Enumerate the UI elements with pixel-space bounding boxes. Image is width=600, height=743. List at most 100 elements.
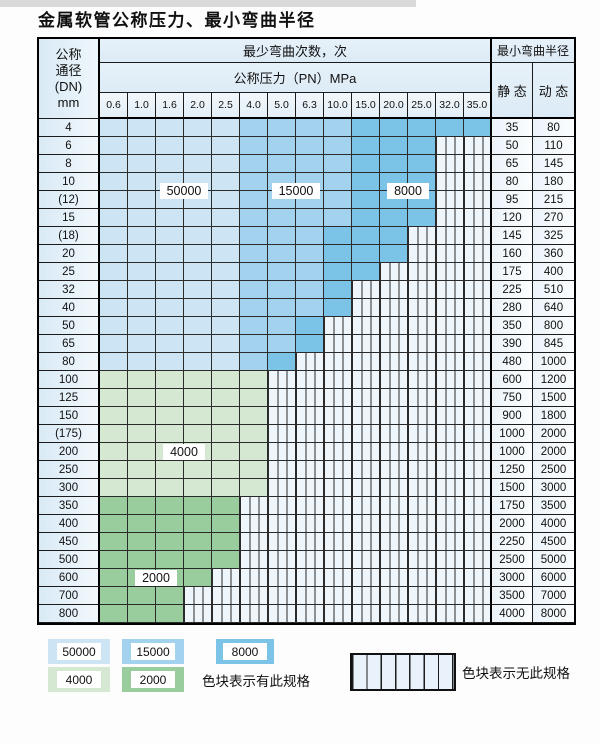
- dynamic-value: 7000: [533, 587, 574, 605]
- static-value: 225: [492, 281, 533, 299]
- grid-cell-spec: [128, 245, 156, 263]
- grid-cell-no-spec: [464, 605, 492, 623]
- grid-cell-spec: [156, 605, 184, 623]
- grid-cell-no-spec: [296, 533, 324, 551]
- grid-cell-no-spec: [240, 605, 268, 623]
- grid-cell-no-spec: [240, 533, 268, 551]
- grid-cell-no-spec: [464, 191, 492, 209]
- grid-cell-spec: [100, 461, 128, 479]
- grid-cell-spec: [268, 353, 296, 371]
- grid-cell-no-spec: [240, 497, 268, 515]
- grid-cell-spec: [156, 299, 184, 317]
- grid-cell-spec: [156, 119, 184, 137]
- grid-cell-no-spec: [380, 281, 408, 299]
- grid-cell-no-spec: [464, 533, 492, 551]
- legend-row-blue: 50000 15000 8000: [48, 639, 286, 664]
- grid-cell-spec: [156, 371, 184, 389]
- row-dn-label: 20: [39, 245, 100, 263]
- grid-cell-spec: [128, 173, 156, 191]
- pressure-tick: 20.0: [380, 93, 408, 119]
- grid-cell-spec: [352, 209, 380, 227]
- grid-cell-spec: [380, 227, 408, 245]
- grid-cell-no-spec: [352, 353, 380, 371]
- grid-cell-no-spec: [324, 389, 352, 407]
- grid-cell-spec: [128, 443, 156, 461]
- static-value: 2500: [492, 551, 533, 569]
- static-value: 350: [492, 317, 533, 335]
- grid-cell-no-spec: [352, 299, 380, 317]
- grid-cell-spec: [156, 587, 184, 605]
- grid-cell-spec: [128, 155, 156, 173]
- grid-cell-spec: [240, 353, 268, 371]
- grid-cell-spec: [184, 299, 212, 317]
- grid-cell-no-spec: [268, 443, 296, 461]
- grid-cell-spec: [408, 209, 436, 227]
- grid-cell-spec: [352, 227, 380, 245]
- row-dn-label: 80: [39, 353, 100, 371]
- grid-cell-no-spec: [268, 371, 296, 389]
- table-row: 125 750 1500: [39, 389, 574, 407]
- dn-header-line: 公称: [55, 46, 82, 62]
- grid-cell-spec: [240, 209, 268, 227]
- static-value: 3000: [492, 569, 533, 587]
- grid-cell-spec: [100, 479, 128, 497]
- grid-cell-no-spec: [324, 569, 352, 587]
- grid-cell-no-spec: [268, 461, 296, 479]
- pressure-tick: 25.0: [408, 93, 436, 119]
- grid-cell-no-spec: [380, 461, 408, 479]
- grid-cell-no-spec: [436, 299, 464, 317]
- grid-cell-spec: [156, 209, 184, 227]
- grid-cell-spec: [268, 137, 296, 155]
- dn-header-line: mm: [57, 94, 80, 110]
- grid-cell-spec: [268, 119, 296, 137]
- grid-cell-spec: [156, 479, 184, 497]
- grid-cell-spec: [128, 461, 156, 479]
- grid-cell-no-spec: [296, 353, 324, 371]
- grid-cell-spec: [240, 479, 268, 497]
- grid-cell-no-spec: [436, 227, 464, 245]
- grid-cell-spec: [324, 299, 352, 317]
- grid-cell-no-spec: [436, 515, 464, 533]
- grid-cell-spec: [240, 317, 268, 335]
- grid-cell-spec: [240, 245, 268, 263]
- pressure-tick: 32.0: [436, 93, 464, 119]
- grid-cell-no-spec: [380, 443, 408, 461]
- grid-cell-spec: [184, 245, 212, 263]
- grid-cell-spec: [212, 173, 240, 191]
- grid-cell-no-spec: [436, 245, 464, 263]
- row-dn-label: 200: [39, 443, 100, 461]
- grid-cell-spec: [212, 425, 240, 443]
- grid-cell-no-spec: [436, 497, 464, 515]
- dynamic-value: 1000: [533, 353, 574, 371]
- grid-cell-spec: [240, 263, 268, 281]
- grid-cell-spec: [128, 389, 156, 407]
- grid-cell-no-spec: [464, 479, 492, 497]
- table-row: 15 120 270: [39, 209, 574, 227]
- grid-cell-no-spec: [324, 479, 352, 497]
- grid-cell-no-spec: [380, 407, 408, 425]
- table-row: 800 4000 8000: [39, 605, 574, 623]
- grid-cell-spec: [240, 155, 268, 173]
- grid-cell-no-spec: [296, 425, 324, 443]
- grid-cell-spec: [184, 191, 212, 209]
- grid-cell-spec: [184, 173, 212, 191]
- grid-cell-no-spec: [352, 371, 380, 389]
- grid-cell-no-spec: [436, 407, 464, 425]
- grid-cell-spec: [212, 533, 240, 551]
- grid-cell-spec: [100, 569, 128, 587]
- grid-cell-no-spec: [464, 173, 492, 191]
- table-row: 6 50 110: [39, 137, 574, 155]
- grid-cell-spec: [100, 371, 128, 389]
- row-dn-label: 32: [39, 281, 100, 299]
- dynamic-value: 510: [533, 281, 574, 299]
- grid-cell-spec: [100, 245, 128, 263]
- dynamic-value: 4000: [533, 515, 574, 533]
- min-radius-header: 最小弯曲半径: [492, 39, 574, 63]
- grid-cell-no-spec: [268, 533, 296, 551]
- dynamic-value: 1500: [533, 389, 574, 407]
- grid-cell-spec: [212, 155, 240, 173]
- grid-cell-no-spec: [408, 605, 436, 623]
- grid-cell-no-spec: [436, 461, 464, 479]
- grid-cell-spec: [212, 551, 240, 569]
- grid-cell-spec: [128, 119, 156, 137]
